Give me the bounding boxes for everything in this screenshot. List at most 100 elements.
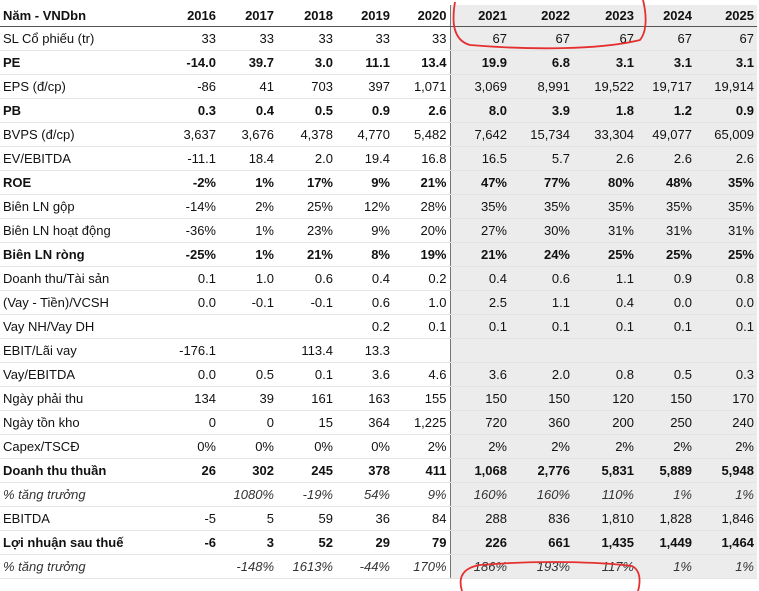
value-cell: 0% (219, 434, 277, 459)
value-cell: 120 (573, 386, 637, 411)
value-cell: 226 (449, 530, 510, 555)
value-cell: 0.4 (449, 266, 510, 291)
value-cell: 48% (637, 170, 695, 195)
value-cell: 160% (449, 482, 510, 507)
value-cell: 703 (277, 74, 336, 99)
value-cell: 163 (336, 386, 393, 411)
value-cell: 19.4 (336, 146, 393, 171)
value-cell: 15 (277, 410, 336, 435)
value-cell: 2% (573, 434, 637, 459)
table-row: Doanh thu thuần 26 302 245 378 411 1,068 2,776 5… (0, 458, 757, 483)
value-cell: 0 (219, 410, 277, 435)
value-cell: 49,077 (637, 122, 695, 147)
value-cell: 2% (695, 434, 757, 459)
table-row: EBITDA -5 5 59 36 84 288 836 1,810 1,828 1,846 (0, 506, 757, 531)
value-cell: 411 (393, 458, 450, 483)
table-row: Vay NH/Vay DH 0.2 0.1 0.1 0.1 0.1 0.1 0.1 (0, 314, 757, 339)
value-cell: -0.1 (219, 290, 277, 315)
value-cell: 4,378 (277, 122, 336, 147)
value-cell: 31% (695, 218, 757, 243)
value-cell: 35% (695, 170, 757, 195)
table-row: Biên LN hoạt động -36% 1% 23% 9% 20% 27% 30% 31%… (0, 218, 757, 243)
row-label: PB (0, 98, 163, 123)
table-row: % tăng trưởng 1080% -19% 54% 9% 160% 160% 110% 1… (0, 482, 757, 507)
value-cell: 150 (449, 386, 510, 411)
table-row: PB 0.3 0.4 0.5 0.9 2.6 8.0 3.9 1.8 1.2 0.9 (0, 98, 757, 123)
row-label: Vay NH/Vay DH (0, 314, 163, 339)
year-header: 2024 (637, 5, 695, 27)
value-cell: 39.7 (219, 50, 277, 75)
value-cell: 39 (219, 386, 277, 411)
value-cell: 0.5 (219, 362, 277, 387)
row-label: Ngày tồn kho (0, 410, 163, 435)
value-cell: 3 (219, 530, 277, 555)
value-cell: 59 (277, 506, 336, 531)
value-cell: 67 (695, 26, 757, 51)
value-cell: -2% (163, 170, 219, 195)
table-row: PE -14.0 39.7 3.0 11.1 13.4 19.9 6.8 3.1 3.1 3.1 (0, 50, 757, 75)
table-row: SL Cổ phiếu (tr) 33 33 33 33 33 67 67 67 67 67 (0, 26, 757, 51)
value-cell: 110% (573, 482, 637, 507)
value-cell: 5,831 (573, 458, 637, 483)
value-cell: 170% (393, 554, 450, 579)
value-cell: 1080% (219, 482, 277, 507)
value-cell (510, 338, 573, 363)
value-cell: 0 (163, 410, 219, 435)
value-cell: 3,676 (219, 122, 277, 147)
row-label: Biên LN gộp (0, 194, 163, 219)
row-label: EV/EBITDA (0, 146, 163, 171)
value-cell: 33 (219, 26, 277, 51)
value-cell: 25% (277, 194, 336, 219)
value-cell: -11.1 (163, 146, 219, 171)
value-cell (393, 338, 450, 363)
value-cell: -19% (277, 482, 336, 507)
value-cell: 28% (393, 194, 450, 219)
value-cell: 33,304 (573, 122, 637, 147)
value-cell: 200 (573, 410, 637, 435)
table-row: EV/EBITDA -11.1 18.4 2.0 19.4 16.8 16.5 5.7 2.6 2… (0, 146, 757, 171)
value-cell: 2% (637, 434, 695, 459)
value-cell: 1.8 (573, 98, 637, 123)
value-cell: 1,225 (393, 410, 450, 435)
year-header: 2020 (393, 5, 450, 27)
value-cell: 0.1 (510, 314, 573, 339)
value-cell: 5 (219, 506, 277, 531)
value-cell: -0.1 (277, 290, 336, 315)
value-cell: -6 (163, 530, 219, 555)
table-row: Doanh thu/Tài sản 0.1 1.0 0.6 0.4 0.2 0.4 0.6 1.… (0, 266, 757, 291)
value-cell: 134 (163, 386, 219, 411)
value-cell: 1.0 (393, 290, 450, 315)
table-row: EBIT/Lãi vay -176.1 113.4 13.3 (0, 338, 757, 363)
value-cell: 3,637 (163, 122, 219, 147)
value-cell: 52 (277, 530, 336, 555)
value-cell: 160% (510, 482, 573, 507)
value-cell: 3,069 (449, 74, 510, 99)
value-cell: 1% (695, 554, 757, 579)
value-cell: 33 (163, 26, 219, 51)
value-cell: 17% (277, 170, 336, 195)
value-cell: 1% (219, 218, 277, 243)
value-cell: 113.4 (277, 338, 336, 363)
value-cell: -148% (219, 554, 277, 579)
value-cell: 1.1 (510, 290, 573, 315)
value-cell (277, 314, 336, 339)
row-label: ROE (0, 170, 163, 195)
value-cell: 378 (336, 458, 393, 483)
value-cell: 67 (510, 26, 573, 51)
row-label: PE (0, 50, 163, 75)
value-cell: 186% (449, 554, 510, 579)
value-cell: 24% (510, 242, 573, 267)
year-header: 2017 (219, 5, 277, 27)
value-cell: 33 (393, 26, 450, 51)
value-cell: 2.6 (393, 98, 450, 123)
value-cell: 21% (449, 242, 510, 267)
value-cell: 5,948 (695, 458, 757, 483)
value-cell: 1,068 (449, 458, 510, 483)
value-cell: 2% (510, 434, 573, 459)
value-cell: 36 (336, 506, 393, 531)
table-row: Vay/EBITDA 0.0 0.5 0.1 3.6 4.6 3.6 2.0 0.8 0.5 0.3 (0, 362, 757, 387)
value-cell: 1.2 (637, 98, 695, 123)
value-cell: 1% (219, 242, 277, 267)
value-cell: 0.5 (637, 362, 695, 387)
